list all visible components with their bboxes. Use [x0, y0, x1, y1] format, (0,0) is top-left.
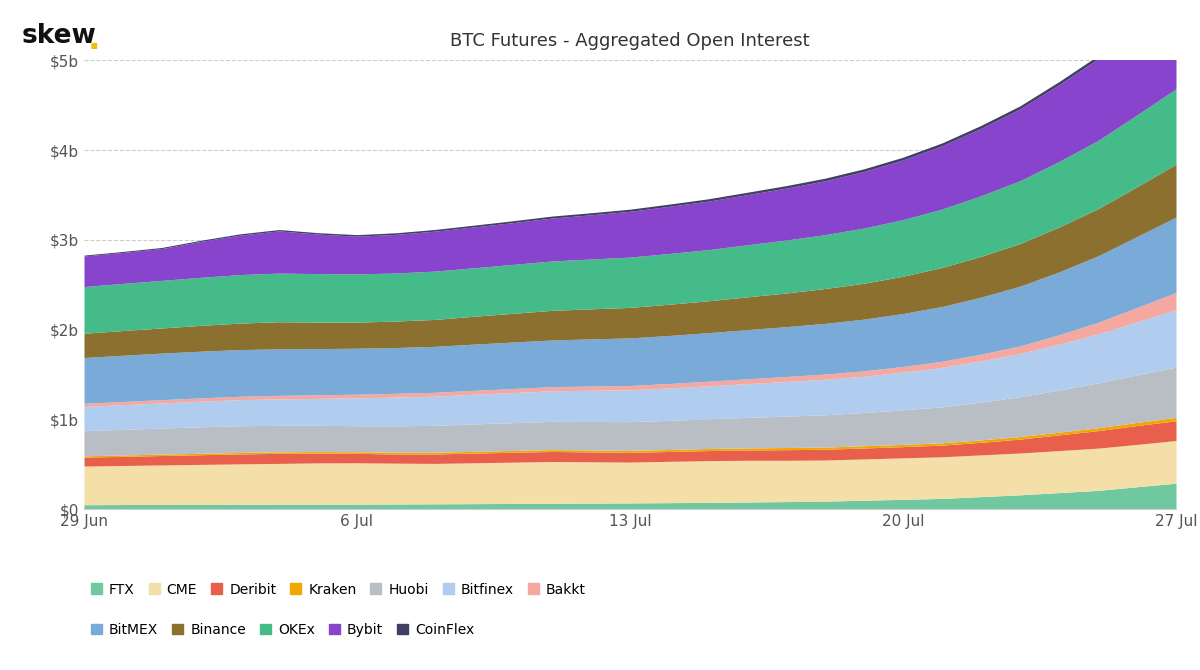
Text: skew: skew [22, 23, 96, 50]
Legend: BitMEX, Binance, OKEx, Bybit, CoinFlex: BitMEX, Binance, OKEx, Bybit, CoinFlex [91, 623, 474, 637]
Title: BTC Futures - Aggregated Open Interest: BTC Futures - Aggregated Open Interest [450, 32, 810, 50]
Text: .: . [88, 23, 101, 56]
